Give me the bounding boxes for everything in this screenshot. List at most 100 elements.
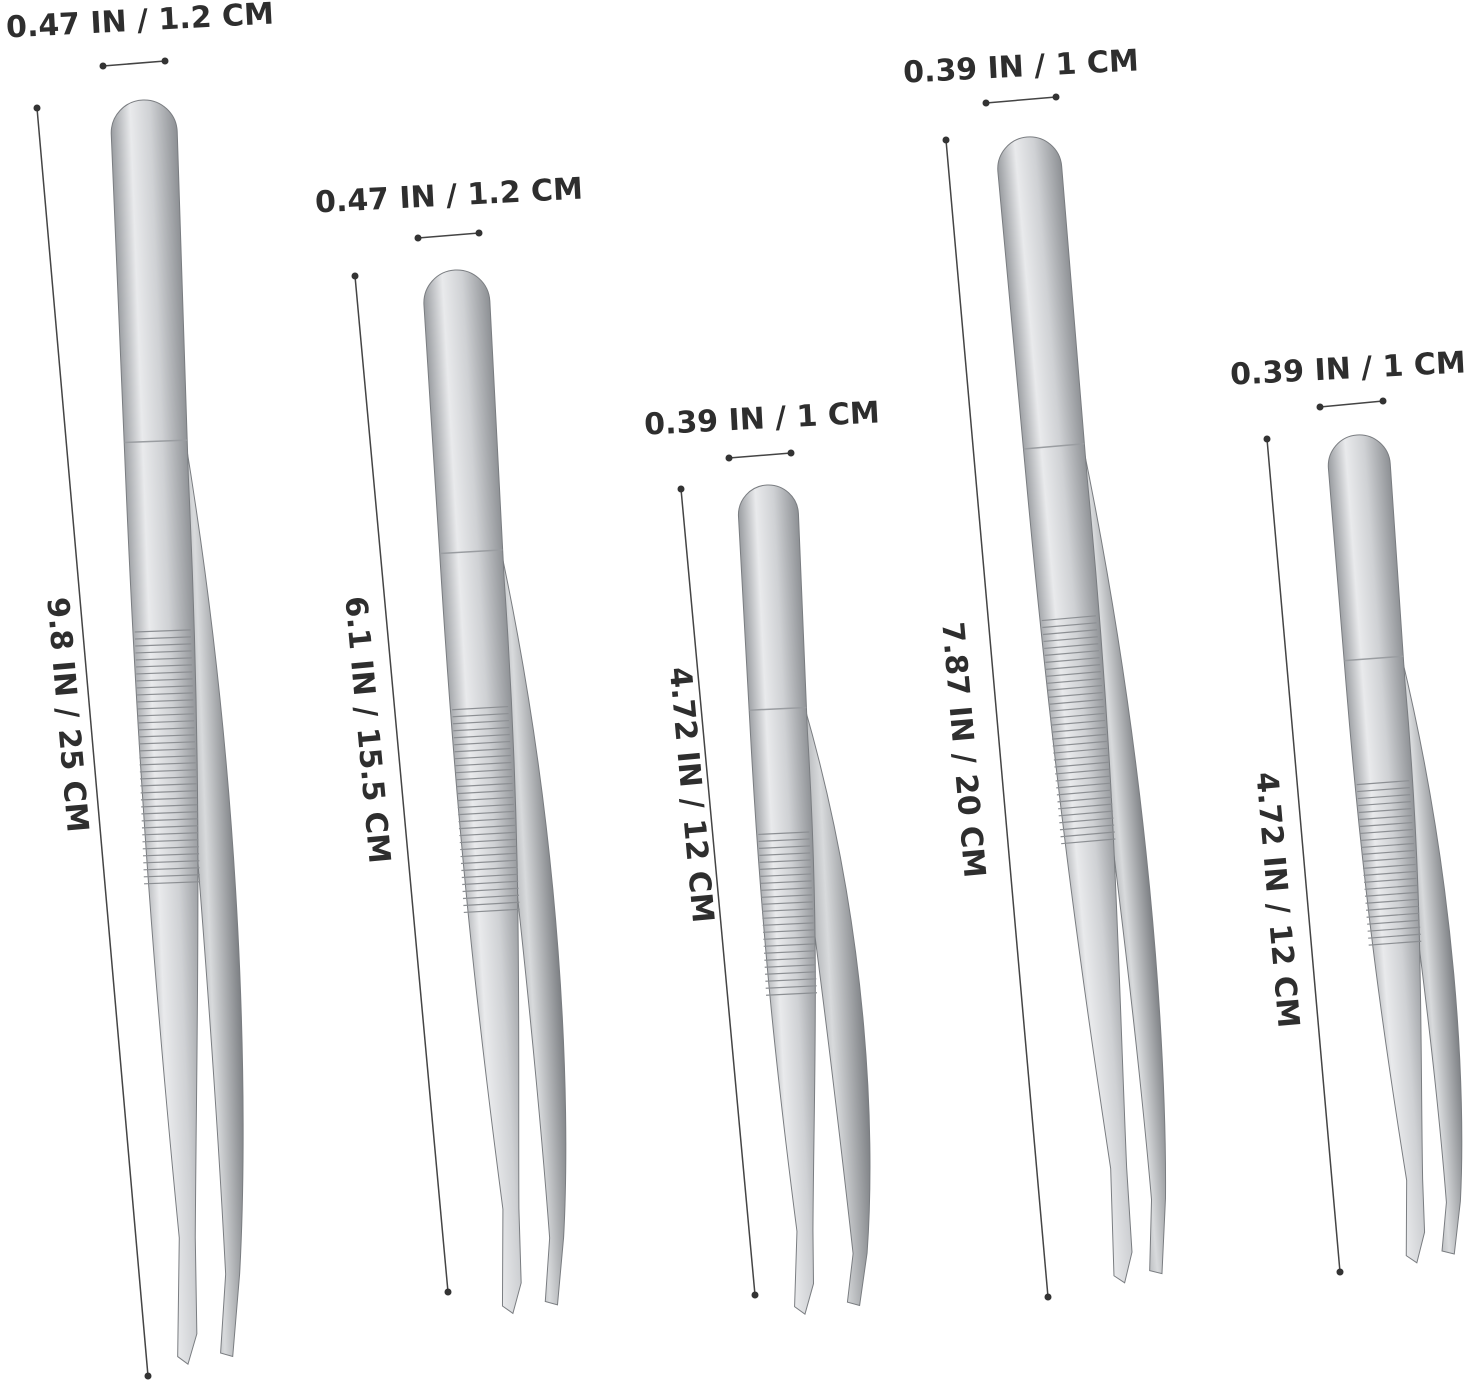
tweezer-grip: [758, 831, 810, 836]
tweezer-grip: [143, 874, 200, 878]
dimension-line: [1319, 400, 1384, 408]
dimension-end: [982, 99, 990, 107]
dimension-line: [728, 452, 792, 459]
tweezer: [423, 269, 567, 1315]
tweezer-grip: [1361, 849, 1415, 855]
dimension-end: [751, 1291, 759, 1299]
tweezer-grip: [1050, 712, 1105, 719]
tweezer-grip: [763, 936, 815, 940]
tweezer-grip: [1358, 807, 1412, 814]
tweezer-grip: [134, 636, 192, 640]
tweezer-grip: [759, 852, 811, 856]
tweezer-grip: [461, 866, 518, 872]
tweezer-grip: [1054, 761, 1109, 768]
dimension-end: [475, 229, 483, 237]
tweezer-grip: [759, 859, 811, 863]
tweezer-grip: [456, 782, 513, 788]
tweezer-grip: [1052, 733, 1107, 740]
dimension-end: [414, 234, 422, 242]
tweezer-grip: [1360, 828, 1413, 835]
tweezer-grip: [1053, 754, 1109, 761]
tweezer-grip: [1368, 933, 1421, 939]
dimension-line: [680, 488, 756, 1296]
dimension-end: [99, 62, 107, 70]
tweezer-grip: [456, 789, 514, 795]
tweezer-grip: [1042, 622, 1097, 629]
tweezer-grip: [1366, 912, 1420, 918]
tweezer-grip: [452, 705, 509, 711]
tweezer-grip: [1061, 838, 1116, 845]
tweezer-grip: [762, 915, 814, 919]
tweezer-grip: [1060, 831, 1115, 838]
dimension-end: [1316, 403, 1324, 411]
tweezer-grip: [1365, 898, 1419, 904]
tweezer-grip: [760, 880, 812, 884]
tweezer-grip: [139, 755, 196, 759]
tweezer-grip: [454, 747, 511, 753]
width-label: 0.39 IN / 1 CM: [643, 395, 880, 442]
tweezer-grip: [141, 811, 198, 815]
length-label: 9.8 IN / 25 CM: [39, 596, 94, 834]
tweezer-grip: [139, 748, 196, 752]
tweezer-grip: [143, 860, 200, 864]
tweezer-grip: [761, 901, 813, 905]
tweezer-grip: [762, 929, 814, 933]
tweezer-grip: [1357, 787, 1410, 793]
tweezer-joint: [1023, 442, 1085, 450]
tweezer-grip: [1050, 719, 1106, 726]
tweezer-grip: [142, 839, 199, 843]
tweezer-grip: [764, 964, 816, 968]
tweezer-grip: [1367, 926, 1421, 932]
tweezer-grip: [1051, 726, 1106, 733]
tweezer: [737, 484, 871, 1315]
tweezer-grip: [1360, 835, 1414, 842]
tweezer-joint: [124, 439, 188, 444]
tweezer-grip: [454, 754, 512, 760]
tweezer-grip: [1366, 905, 1419, 911]
tweezer-grip: [763, 943, 815, 947]
tweezer-grip: [137, 692, 194, 696]
tweezer-grip: [140, 783, 197, 787]
tweezer-grip: [143, 867, 200, 871]
dimension-end: [1336, 1268, 1344, 1276]
tweezer-grip: [1055, 768, 1110, 775]
tweezer-grip: [1042, 629, 1098, 636]
tweezer-grip: [136, 671, 193, 675]
tweezer-grip: [138, 727, 195, 731]
tweezer-grip: [141, 825, 199, 829]
tweezer-grip: [139, 769, 196, 773]
dimension-end: [787, 449, 795, 457]
tweezer-grip: [1361, 842, 1414, 849]
tweezer-grip: [1058, 803, 1113, 810]
tweezer-grip: [135, 657, 192, 661]
tweezer-grip: [457, 796, 514, 802]
tweezer-grip: [1364, 884, 1418, 890]
tweezer: [997, 136, 1167, 1284]
tweezer-main-arm: [997, 136, 1133, 1284]
tweezer-grip: [1057, 796, 1112, 803]
tweezer-grip: [1357, 794, 1411, 800]
tweezer-grip: [1047, 677, 1102, 684]
dimension-end: [444, 1288, 452, 1296]
tweezer-grip: [1356, 780, 1410, 786]
tweezer-grip: [765, 985, 817, 989]
width-label: 0.39 IN / 1 CM: [1229, 345, 1466, 392]
tweezer-grip: [135, 650, 192, 654]
tweezer-grip: [462, 894, 520, 900]
tweezer-grip: [462, 880, 519, 886]
dimension-line: [417, 232, 480, 239]
length-label: 4.72 IN / 12 CM: [662, 666, 720, 925]
drawing-layer: 0.47 IN / 1.2 CM 9.8 IN / 25 CM 0.47 IN / …: [5, 0, 1467, 1380]
tweezer-grip: [141, 804, 198, 808]
tweezer-grip: [1359, 821, 1413, 828]
tweezer-main-arm: [737, 484, 816, 1315]
tweezer-grip: [138, 720, 195, 724]
tweezer-grip: [1362, 856, 1416, 862]
tweezer-grip: [1048, 698, 1104, 705]
tweezer-grip: [1056, 782, 1111, 789]
tweezer-grip: [460, 859, 518, 865]
tweezer-grip: [136, 685, 193, 689]
tweezer: [1327, 434, 1463, 1264]
tweezer-grip: [457, 803, 514, 809]
tweezer-grip: [139, 762, 196, 766]
